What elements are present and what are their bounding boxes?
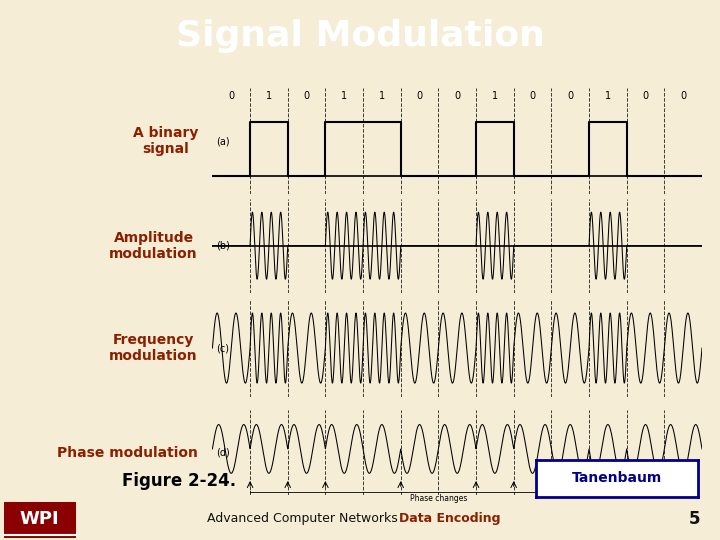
Text: 0: 0 bbox=[567, 91, 573, 101]
Text: 0: 0 bbox=[228, 91, 234, 101]
Text: 1: 1 bbox=[341, 91, 347, 101]
Text: 0: 0 bbox=[642, 91, 649, 101]
Text: A binary
signal: A binary signal bbox=[132, 126, 198, 156]
Text: Data Encoding: Data Encoding bbox=[400, 512, 500, 525]
Text: Figure 2-24.: Figure 2-24. bbox=[122, 471, 237, 490]
Text: 1: 1 bbox=[379, 91, 385, 101]
Text: Phase modulation: Phase modulation bbox=[57, 446, 198, 460]
Text: (c): (c) bbox=[216, 343, 229, 353]
Text: Tanenbaum: Tanenbaum bbox=[572, 471, 662, 485]
Text: 0: 0 bbox=[529, 91, 536, 101]
Text: Phase changes: Phase changes bbox=[410, 494, 467, 503]
Text: 1: 1 bbox=[266, 91, 272, 101]
Text: 0: 0 bbox=[454, 91, 460, 101]
Text: (d): (d) bbox=[216, 448, 230, 457]
Text: 0: 0 bbox=[304, 91, 310, 101]
Text: WPI: WPI bbox=[19, 510, 60, 528]
Text: 0: 0 bbox=[680, 91, 686, 101]
Text: (a): (a) bbox=[216, 136, 230, 146]
Text: 5: 5 bbox=[689, 510, 701, 528]
Text: 1: 1 bbox=[605, 91, 611, 101]
Text: Advanced Computer Networks: Advanced Computer Networks bbox=[207, 512, 397, 525]
Text: 0: 0 bbox=[416, 91, 423, 101]
Text: Amplitude
modulation: Amplitude modulation bbox=[109, 231, 198, 261]
Text: (b): (b) bbox=[216, 241, 230, 251]
Text: 1: 1 bbox=[492, 91, 498, 101]
Text: Frequency
modulation: Frequency modulation bbox=[109, 333, 198, 363]
Text: Signal Modulation: Signal Modulation bbox=[176, 19, 544, 53]
